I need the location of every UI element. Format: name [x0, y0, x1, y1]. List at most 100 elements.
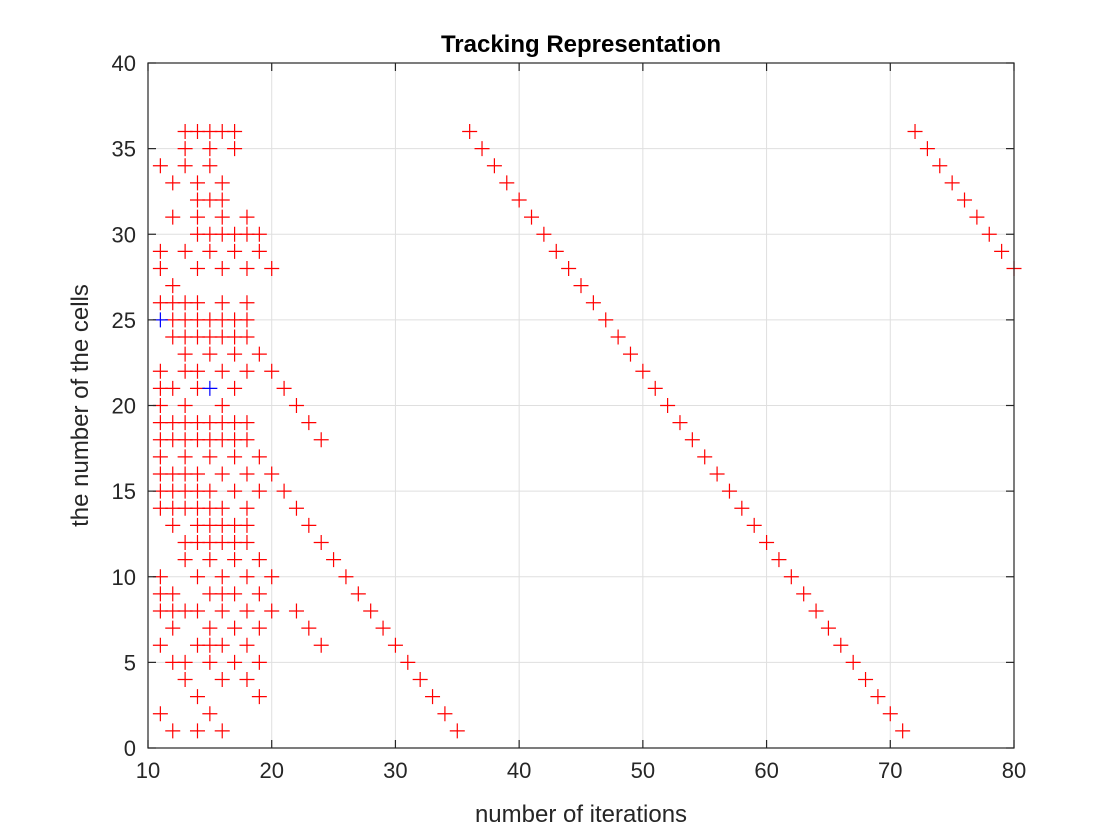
data-point: [437, 706, 453, 722]
data-point: [288, 500, 304, 516]
data-point: [227, 141, 243, 157]
data-point: [251, 449, 267, 465]
data-point: [177, 346, 193, 362]
data-point: [214, 209, 230, 225]
y-tick-label: 15: [112, 479, 136, 504]
data-point: [189, 689, 205, 705]
data-point: [189, 723, 205, 739]
data-point: [387, 637, 403, 653]
data-point: [177, 654, 193, 670]
data-point: [202, 654, 218, 670]
data-point: [214, 295, 230, 311]
data-point: [202, 243, 218, 259]
data-point: [845, 654, 861, 670]
data-point: [734, 500, 750, 516]
y-tick-label: 0: [124, 736, 136, 761]
axes: [147, 62, 1015, 749]
data-point: [350, 586, 366, 602]
data-point: [239, 312, 255, 328]
data-point: [189, 209, 205, 225]
data-point: [239, 295, 255, 311]
y-tick-label: 5: [124, 650, 136, 675]
data-point: [944, 175, 960, 191]
data-point: [759, 535, 775, 550]
data-point: [313, 535, 329, 550]
data-point: [994, 243, 1010, 259]
data-point: [264, 603, 280, 619]
grid: [148, 63, 1014, 748]
data-point: [796, 586, 812, 602]
data-point: [202, 552, 218, 568]
data-point: [264, 569, 280, 585]
data-point: [202, 706, 218, 722]
y-tick-label: 25: [112, 308, 136, 333]
data-point: [635, 363, 651, 379]
data-point: [214, 603, 230, 619]
data-point: [177, 449, 193, 465]
x-tick-label: 30: [383, 758, 407, 783]
data-point: [301, 517, 317, 533]
data-point: [189, 603, 205, 619]
data-point: [833, 637, 849, 653]
data-point: [189, 569, 205, 585]
data-point: [239, 672, 255, 687]
data-point: [202, 346, 218, 362]
data-point: [301, 620, 317, 636]
data-point: [561, 261, 577, 276]
data-point: [239, 517, 255, 533]
data-point: [227, 483, 243, 499]
data-point: [573, 278, 589, 294]
chart-title: Tracking Representation: [441, 31, 721, 58]
y-tick-label: 10: [112, 565, 136, 590]
data-point: [598, 312, 614, 328]
data-point: [326, 552, 342, 568]
data-point: [189, 175, 205, 191]
data-point: [870, 689, 886, 705]
data-point: [709, 466, 725, 482]
x-tick-label: 70: [878, 758, 902, 783]
data-point: [165, 278, 181, 294]
data-point: [239, 535, 255, 550]
data-point: [721, 483, 737, 499]
data-point: [165, 175, 181, 191]
x-tick-label: 60: [754, 758, 778, 783]
data-point: [152, 363, 168, 379]
data-point: [177, 158, 193, 174]
data-point: [969, 209, 985, 225]
data-point: [449, 723, 465, 739]
data-point: [227, 654, 243, 670]
data-point: [672, 415, 688, 431]
data-point: [227, 620, 243, 636]
data-point: [251, 620, 267, 636]
data-point: [313, 637, 329, 653]
data-point: [957, 192, 973, 208]
data-point: [474, 141, 490, 157]
data-point: [239, 466, 255, 482]
data-point: [276, 483, 292, 499]
y-tick-label: 40: [112, 51, 136, 76]
data-point: [214, 500, 230, 516]
data-point: [771, 552, 787, 568]
data-point: [227, 552, 243, 568]
data-point: [239, 569, 255, 585]
data-point: [239, 603, 255, 619]
data-point: [214, 363, 230, 379]
x-tick-label: 80: [1002, 758, 1026, 783]
data-point: [239, 500, 255, 516]
data-point: [981, 226, 997, 242]
data-point: [808, 603, 824, 619]
data-point: [177, 552, 193, 568]
data-point: [907, 124, 923, 139]
data-points: [152, 124, 1022, 739]
x-tick-label: 20: [259, 758, 283, 783]
data-point: [152, 706, 168, 722]
data-point: [858, 672, 874, 687]
data-point: [227, 586, 243, 602]
data-point: [647, 380, 663, 396]
data-point: [660, 398, 676, 413]
data-point: [214, 192, 230, 208]
data-point: [214, 672, 230, 687]
data-point: [227, 124, 243, 139]
data-point: [202, 620, 218, 636]
